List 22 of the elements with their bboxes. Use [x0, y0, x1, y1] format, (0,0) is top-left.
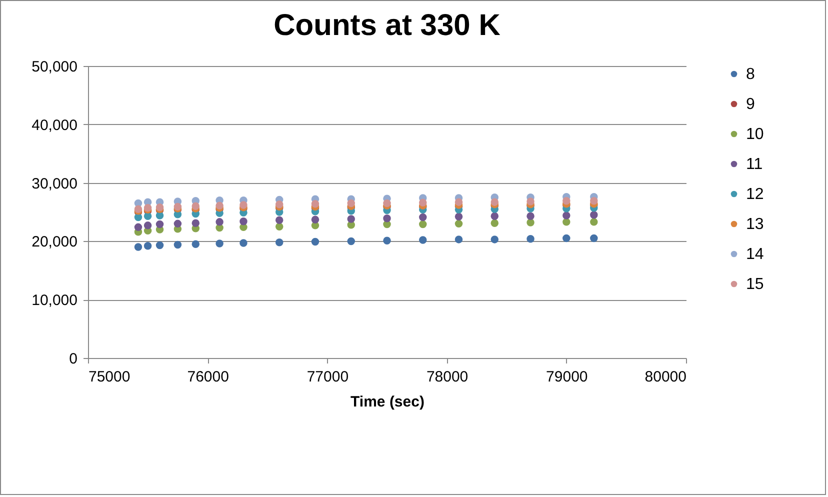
x-tick-label: 77000	[306, 368, 349, 386]
legend-label: 15	[746, 276, 764, 293]
y-tick-label: 20,000	[32, 234, 78, 251]
y-tick-label: 10,000	[32, 292, 78, 310]
x-tick-label: 80000	[644, 368, 686, 386]
chart-title: Counts at 330 K	[274, 9, 501, 42]
y-tick-label: 0	[69, 350, 78, 368]
x-tick-label: 76000	[187, 368, 229, 386]
y-tick-label: 50,000	[32, 58, 78, 76]
legend-label: 8	[746, 66, 755, 83]
legend-label: 12	[746, 186, 764, 203]
legend-label: 13	[746, 216, 764, 233]
x-axis-title: Time (sec)	[350, 394, 424, 410]
legend-label: 9	[746, 96, 755, 113]
x-tick-label: 75000	[88, 368, 130, 386]
x-tick-label: 79000	[546, 368, 588, 386]
y-tick-label: 40,000	[32, 116, 78, 134]
legend-label: 14	[746, 246, 764, 263]
y-tick-label: 30,000	[32, 175, 78, 192]
x-tick-label: 78000	[426, 368, 468, 386]
legend-label: 11	[746, 156, 763, 173]
legend-label: 10	[746, 126, 764, 143]
